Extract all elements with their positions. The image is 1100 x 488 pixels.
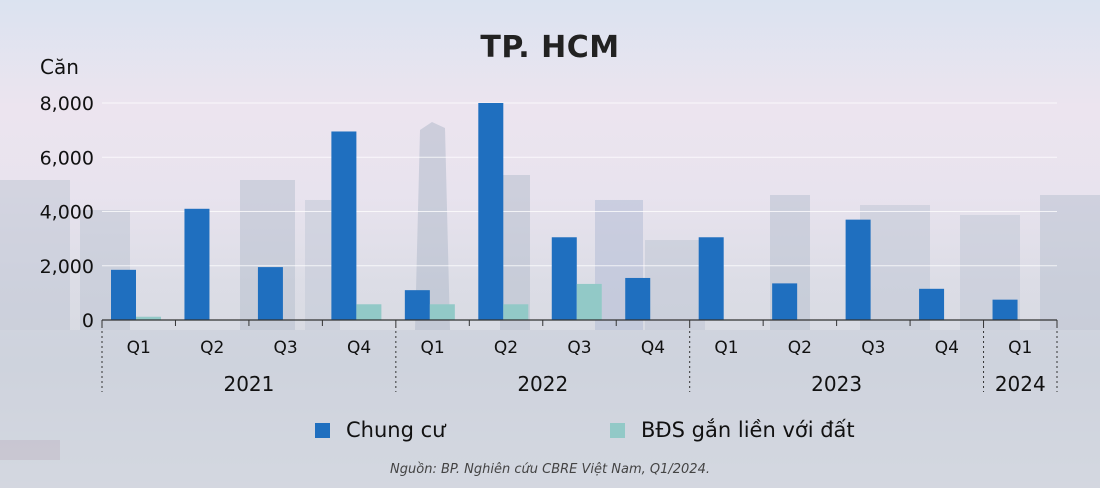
bar-bds [356,304,382,320]
year-group-label: 2021 [223,372,274,396]
chart-title: TP. HCM [480,30,620,65]
legend-label-chung-cu: Chung cư [346,418,446,442]
x-tick-label: Q1 [420,338,444,358]
bar-chung-cu [111,269,136,320]
bar-chung-cu [919,288,945,320]
x-tick-label: Q2 [788,338,812,358]
x-tick-label: Q2 [494,338,518,358]
legend-swatch-chung-cu [315,422,330,438]
bar-chung-cu [478,103,504,320]
y-tick-label: 2,000 [40,256,94,278]
bar-chung-cu [331,131,357,320]
x-tick-label: Q4 [347,338,371,358]
y-axis-label: Căn [40,55,79,79]
bar-bds [136,316,161,320]
x-tick-label: Q2 [200,338,224,358]
bar-chung-cu [184,208,210,320]
bar-chung-cu [625,277,651,320]
bar-bds [576,283,602,320]
bar-chung-cu [257,267,283,320]
year-group-label: 2024 [995,372,1046,396]
bar-chung-cu [845,219,871,320]
source-note: Nguồn: BP. Nghiên cứu CBRE Việt Nam, Q1/… [390,462,710,477]
y-tick-label: 0 [82,310,94,332]
x-tick-label: Q1 [1008,338,1032,358]
x-tick-label: Q4 [935,338,959,358]
bar-chung-cu [551,237,577,320]
bar-chung-cu [992,299,1018,320]
x-tick-label: Q3 [274,338,298,358]
legend-item-chung-cu: Chung cư [315,418,445,442]
bar-chung-cu [698,237,724,320]
legend-swatch-bds [610,422,625,438]
year-group-label: 2023 [811,372,862,396]
bar-chung-cu [404,290,430,320]
x-tick-label: Q4 [641,338,665,358]
legend-label-bds: BĐS gắn liền với đất [641,418,855,442]
x-tick-label: Q1 [127,338,151,358]
y-tick-label: 4,000 [40,202,94,224]
bar-bds [503,304,529,320]
bar-bds [429,304,455,320]
x-tick-label: Q3 [861,338,885,358]
y-tick-label: 8,000 [40,93,94,115]
y-tick-label: 6,000 [40,147,94,169]
year-group-label: 2022 [517,372,568,396]
x-tick-label: Q1 [714,338,738,358]
bar-chung-cu [772,283,798,320]
legend-item-bds: BĐS gắn liền với đất [610,418,855,442]
x-tick-label: Q3 [567,338,591,358]
